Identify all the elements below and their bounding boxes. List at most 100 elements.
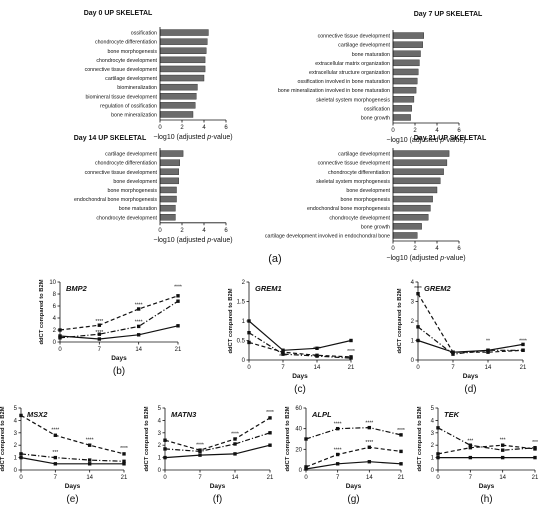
data-point-solid-day-0	[163, 455, 167, 460]
data-point-dashed-day-0	[19, 413, 23, 418]
bar-bone-development	[159, 177, 179, 185]
data-point-dashdot-day-21	[122, 459, 126, 464]
data-point-dashdot-day-7	[335, 426, 340, 431]
data-point-solid-day-7	[198, 453, 202, 457]
y-tick-label-4: 4	[53, 316, 57, 322]
x-tick-label-4: 4	[435, 246, 439, 252]
y-tick-label-0: 0	[14, 468, 18, 474]
data-point-solid-day-7	[53, 462, 58, 466]
x-tick-label-0: 0	[158, 125, 162, 131]
series-line-dashed	[305, 446, 402, 468]
x-tick-label-0: 0	[391, 128, 395, 134]
data-point-solid-day-14	[136, 333, 141, 337]
bar-x-axis-label: −log10 (adjusted p-value)	[153, 237, 232, 244]
data-point-solid-day-14	[500, 455, 505, 460]
y-tick-label-2: 2	[431, 443, 435, 449]
bar-extracellular-structure-organization	[392, 68, 419, 76]
data-point-solid-day-21	[176, 324, 180, 328]
x-tick-label-2: 2	[413, 246, 417, 252]
x-tick-label-0: 0	[304, 475, 308, 481]
category-label-connective-tissue-development: connective tissue development	[318, 161, 391, 167]
x-tick-label-4: 4	[202, 125, 206, 131]
data-point-solid-day-0	[19, 455, 23, 460]
bar-skeletal-system-morphogenesis	[392, 96, 415, 103]
y-tick-label-2: 2	[14, 443, 18, 449]
category-label-bone-mineralization-involved-in-bone-maturation: bone mineralization involved in bone mat…	[278, 88, 390, 94]
bar-bone-morphogenesis	[392, 195, 433, 203]
figure-caption-a: (a)	[268, 253, 281, 265]
data-point-solid-day-21	[521, 342, 525, 347]
y-tick-label-4: 4	[431, 418, 435, 424]
series-line-solid	[164, 444, 271, 459]
significance-marker-3: ***	[532, 440, 538, 446]
x-tick-label-2: 2	[413, 128, 417, 134]
significance-marker-2: ****	[86, 437, 94, 443]
bar-chondrocyte-development	[159, 214, 176, 221]
bar-cartilage-development	[159, 74, 205, 82]
significance-marker-2: ****	[231, 431, 239, 437]
category-label-chondrocyte-differentiation: chondrocyte differentiation	[328, 170, 390, 176]
data-point-solid-day-14	[315, 346, 319, 350]
bar-chart-4: Day 21 UP SKELETAL cartilage development c…	[265, 135, 487, 262]
y-tick-label-8: 8	[53, 292, 57, 298]
data-point-solid-day-7	[335, 462, 340, 466]
bar-chart-title: Day 21 UP SKELETAL	[414, 135, 487, 142]
category-label-bone-morphogenesis: bone morphogenesis	[341, 197, 391, 203]
category-label-bone-morphogenesis: bone morphogenesis	[108, 188, 158, 194]
x-axis-label: Days	[463, 373, 479, 380]
data-point-solid-day-0	[436, 455, 440, 460]
y-tick-label-20: 20	[295, 447, 302, 453]
x-tick-label-21: 21	[520, 365, 527, 371]
significance-marker-3: ****	[397, 428, 405, 434]
data-point-dashdot-day-7	[198, 449, 202, 454]
category-label-connective-tissue-development: connective tissue development	[318, 34, 391, 40]
category-label-cartilage-development: cartilage development	[338, 43, 390, 49]
data-point-dashed-day-14	[136, 307, 141, 311]
gene-title: BMP2	[66, 284, 88, 293]
x-axis-label: Days	[346, 483, 362, 490]
bar-bone-growth	[392, 114, 411, 121]
y-axis-label: ddCT compared to B2M	[285, 406, 291, 471]
x-tick-label-21: 21	[121, 475, 128, 481]
x-tick-label-14: 14	[314, 365, 321, 371]
data-point-dashdot-day-21	[349, 356, 353, 360]
bar-endochondral-bone-morphogenesis	[159, 195, 177, 203]
data-point-dashed-day-7	[451, 350, 455, 354]
bar-endochondral-bone-morphogenesis	[392, 204, 431, 212]
gene-title: TEK	[444, 410, 460, 419]
data-point-solid-day-21	[122, 462, 126, 466]
y-tick-label-5: 5	[431, 406, 435, 412]
data-point-dashed-day-7	[53, 433, 58, 437]
bar-cartilage-development	[392, 41, 423, 48]
bar-ossification	[392, 105, 412, 112]
y-axis-label: ddCT compared to B2M	[39, 279, 45, 344]
y-tick-label-1: 1	[242, 319, 246, 325]
bar-chart-title: Day 7 UP SKELETAL	[414, 11, 483, 18]
category-label-bone-growth: bone growth	[361, 115, 390, 121]
data-point-dashdot-day-14	[315, 354, 319, 358]
line-chart-tek: 0 1 2 3 4 5 0 7 14 21 Days ddCT compared to B2M TEK *…	[417, 406, 539, 505]
y-axis-label: ddCT compared to B2M	[144, 406, 150, 471]
line-chart-matn3: 0 1 2 3 4 5 0 7 14 21 Days ddCT compared to B2M MATN…	[144, 406, 274, 505]
gene-title: MSX2	[27, 410, 48, 419]
x-tick-label-21: 21	[267, 475, 274, 481]
significance-marker-2: **	[486, 338, 490, 344]
data-point-solid-day-0	[247, 319, 251, 323]
bar-chondrocyte-development	[159, 56, 206, 64]
data-point-dashed-day-14	[486, 350, 490, 354]
bar-x-axis-label: −log10 (adjusted p-value)	[153, 134, 232, 141]
x-tick-label-14: 14	[86, 475, 93, 481]
data-point-dashed-day-14	[500, 443, 505, 447]
data-point-dashdot-day-7	[97, 332, 102, 336]
x-axis-label: Days	[111, 355, 127, 362]
panel-label: (g)	[347, 494, 359, 505]
series-line-dashdot	[20, 453, 125, 462]
x-tick-label-0: 0	[19, 475, 23, 481]
data-point-dashdot-day-0	[304, 437, 308, 441]
y-tick-label-1: 1	[411, 339, 415, 345]
line-chart-alpl: 0 20 40 60 0 7 14 21 Days ddCT compared to B2M ALP…	[285, 406, 405, 505]
series-line-dashed	[164, 417, 271, 451]
data-point-solid-day-7	[468, 455, 473, 460]
x-tick-label-0: 0	[158, 228, 162, 234]
